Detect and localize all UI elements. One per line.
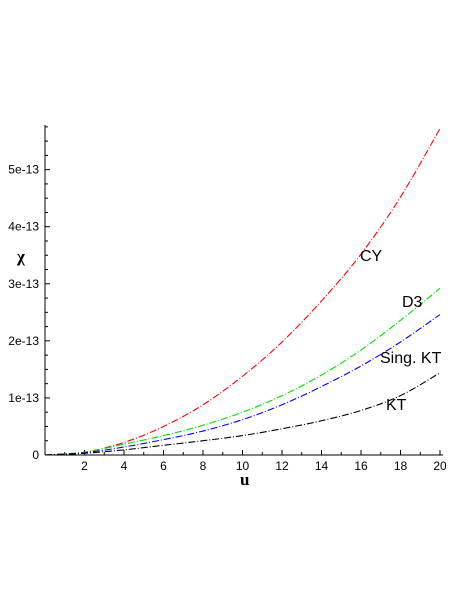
series-line-d3 xyxy=(44,287,441,456)
series-label-kt: KT xyxy=(386,397,407,414)
series-label-cy: CY xyxy=(360,248,383,265)
series-label-sing-kt: Sing. KT xyxy=(380,350,442,367)
series-line-sing-kt xyxy=(44,314,441,456)
series-curves xyxy=(44,128,441,456)
series-line-kt xyxy=(44,372,441,456)
x-tick-label: 2 xyxy=(81,459,88,473)
x-tick-label: 18 xyxy=(394,459,408,473)
y-axis-title: χ xyxy=(16,247,25,266)
x-tick-label: 12 xyxy=(275,459,289,473)
series-labels: CY D3 Sing. KT KT xyxy=(360,248,442,414)
y-tick-label: 4e-13 xyxy=(8,220,39,234)
x-tick-label: 20 xyxy=(433,459,447,473)
x-tick-label: 6 xyxy=(160,459,167,473)
x-tick-label: 4 xyxy=(121,459,128,473)
series-label-d3: D3 xyxy=(402,294,423,311)
y-tick-label: 1e-13 xyxy=(8,391,39,405)
y-tick-label: 0 xyxy=(32,448,39,462)
y-tick-label: 2e-13 xyxy=(8,334,39,348)
ticks: 2 4 6 8 10 12 14 16 18 20 0 1e-13 2e-13 3e-13 4e-13 5e-… xyxy=(8,126,447,473)
x-tick-label: 8 xyxy=(200,459,207,473)
x-tick-label: 16 xyxy=(354,459,368,473)
x-tick-label: 10 xyxy=(236,459,250,473)
x-axis-title: u xyxy=(240,470,249,489)
y-tick-label: 5e-13 xyxy=(8,163,39,177)
x-tick-label: 14 xyxy=(315,459,329,473)
y-tick-label: 3e-13 xyxy=(8,277,39,291)
series-line-cy xyxy=(44,128,441,456)
axes xyxy=(44,125,443,456)
